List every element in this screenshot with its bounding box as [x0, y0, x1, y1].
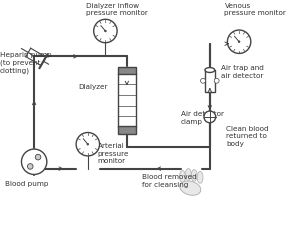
Bar	[205, 71, 215, 92]
Circle shape	[238, 42, 240, 43]
Circle shape	[87, 144, 89, 146]
Bar	[118, 67, 136, 75]
Text: Dialyzer: Dialyzer	[78, 83, 108, 89]
Circle shape	[204, 112, 216, 123]
Text: Clean blood
returned to
body: Clean blood returned to body	[226, 125, 269, 146]
Ellipse shape	[191, 170, 197, 182]
Circle shape	[28, 164, 33, 169]
Text: Dialyzer inflow
pressure monitor: Dialyzer inflow pressure monitor	[86, 3, 148, 16]
Text: Venous
pressure monitor: Venous pressure monitor	[224, 3, 286, 16]
Bar	[118, 74, 136, 128]
Text: Air trap and
air detector: Air trap and air detector	[220, 65, 263, 79]
Text: Arterial
pressure
monitor: Arterial pressure monitor	[98, 143, 129, 164]
Circle shape	[227, 31, 251, 54]
Ellipse shape	[205, 68, 215, 73]
Circle shape	[35, 155, 41, 160]
Circle shape	[214, 79, 219, 84]
Circle shape	[201, 79, 206, 84]
Ellipse shape	[180, 181, 201, 196]
Bar	[118, 127, 136, 134]
Text: Heparin pump
(to prevent
clotting): Heparin pump (to prevent clotting)	[0, 52, 52, 74]
Text: Air detector
clamp: Air detector clamp	[181, 111, 224, 124]
Ellipse shape	[185, 169, 191, 180]
Circle shape	[76, 133, 100, 156]
Ellipse shape	[197, 172, 203, 183]
Circle shape	[22, 149, 47, 175]
Ellipse shape	[180, 171, 185, 182]
Circle shape	[94, 20, 117, 43]
Text: Blood removed
for cleansing: Blood removed for cleansing	[142, 174, 196, 187]
Text: Blood pump: Blood pump	[5, 180, 48, 187]
Circle shape	[104, 31, 106, 33]
